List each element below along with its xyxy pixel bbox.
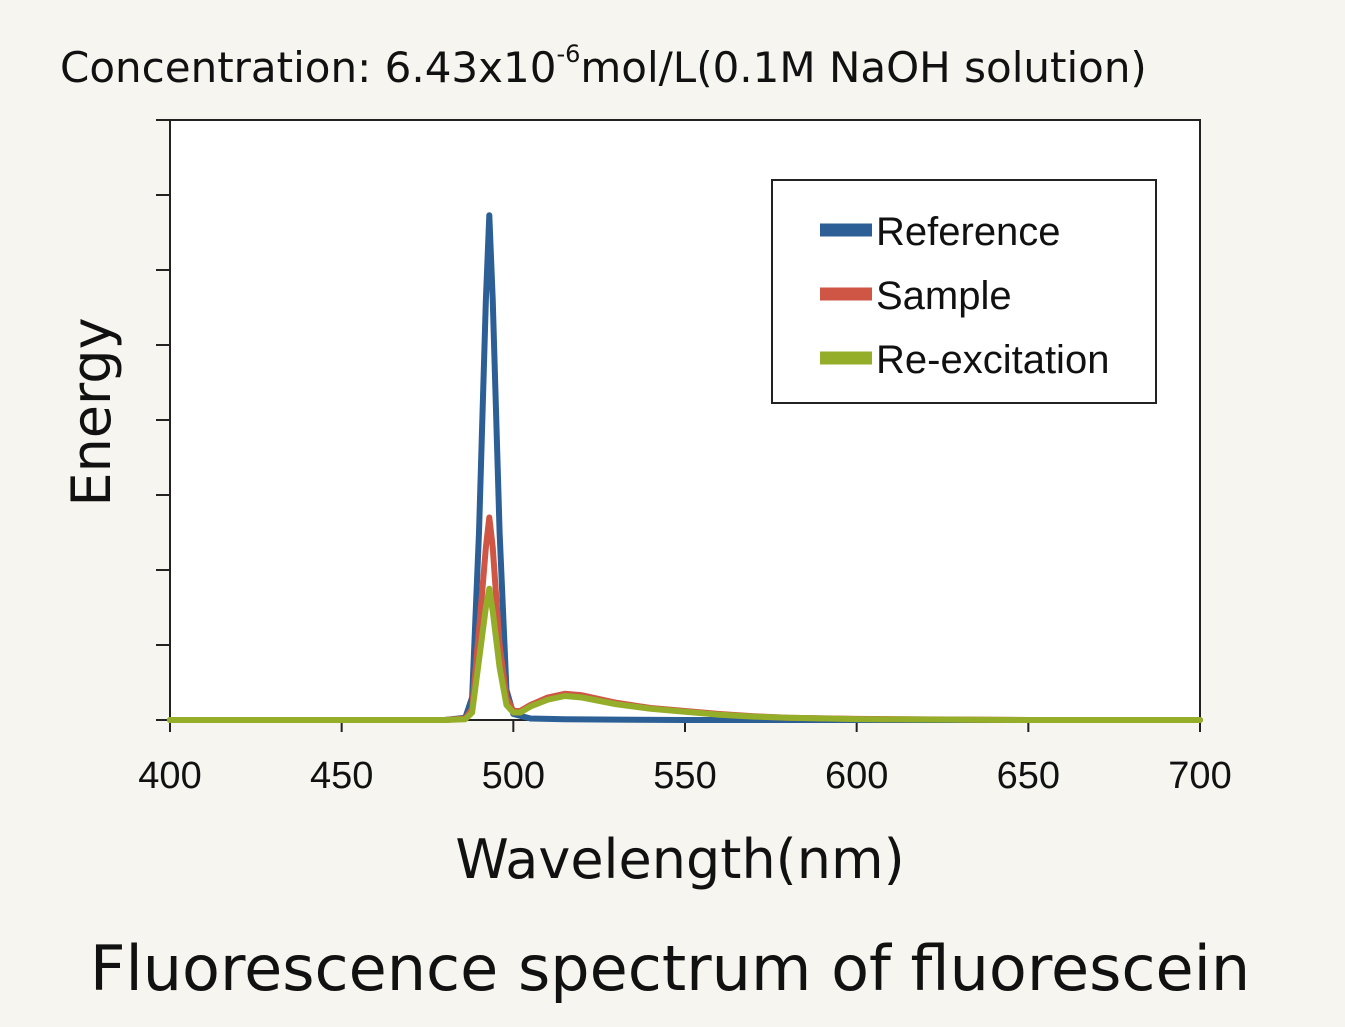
x-tick-label: 650 xyxy=(997,755,1060,797)
x-tick-label: 400 xyxy=(138,755,201,797)
x-tick-label: 700 xyxy=(1168,755,1231,797)
subtitle-suffix: mol/L(0.1M NaOH solution) xyxy=(580,43,1146,92)
x-tick-label: 600 xyxy=(825,755,888,797)
series-lines xyxy=(167,212,1203,723)
chart-subtitle: Concentration: 6.43x10-6mol/L(0.1M NaOH … xyxy=(60,40,1147,92)
legend-label-re-excitation: Re-excitation xyxy=(876,338,1109,382)
y-axis-label: Energy xyxy=(60,317,123,506)
subtitle-exponent: -6 xyxy=(556,40,580,68)
legend-label-reference: Reference xyxy=(876,210,1061,254)
x-tick-label: 450 xyxy=(310,755,373,797)
subtitle-prefix: Concentration: 6.43x10 xyxy=(60,43,556,92)
y-axis-ticks xyxy=(156,119,170,721)
x-tick-label: 500 xyxy=(482,755,545,797)
series-line-re-excitation xyxy=(167,585,1203,723)
legend-label-sample: Sample xyxy=(876,274,1012,318)
x-axis-ticks: 400 450 500 550 600 650 700 xyxy=(138,720,1232,797)
x-axis-label: Wavelength(nm) xyxy=(455,828,904,891)
chart-title: Fluorescence spectrum of fluorescein xyxy=(90,932,1250,1005)
x-tick-label: 550 xyxy=(653,755,716,797)
legend: Reference Sample Re-excitation xyxy=(771,179,1157,404)
